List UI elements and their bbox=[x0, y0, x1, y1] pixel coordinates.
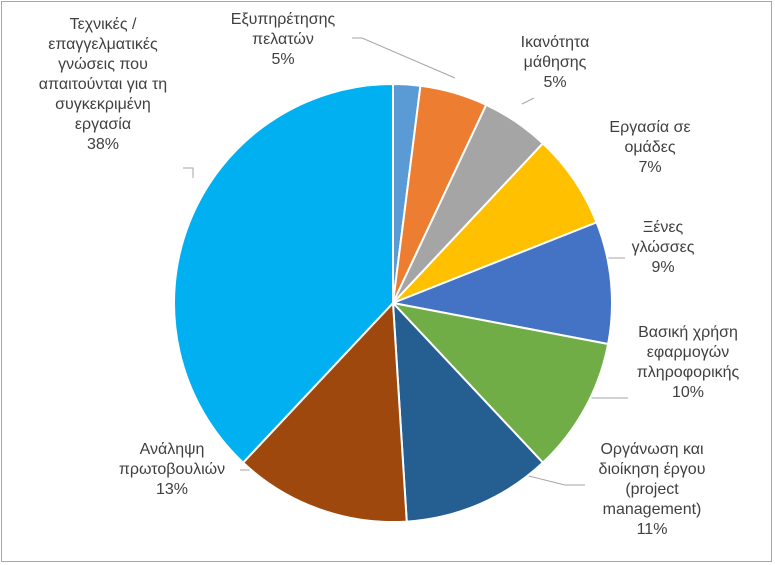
leader-line bbox=[521, 97, 535, 105]
pie-slice bbox=[173, 82, 394, 465]
category-label: Οργάνωση και διοίκηση έργου (project man… bbox=[598, 441, 706, 518]
category-label: Ξένες γλώσσες bbox=[631, 219, 695, 256]
leader-line bbox=[183, 167, 194, 178]
pie-slice bbox=[389, 221, 613, 346]
category-label: Ανάληψη πρωτοβουλιών bbox=[118, 441, 226, 478]
value-label: 11% bbox=[636, 521, 668, 538]
data-label: Ξένες γλώσσες 9% bbox=[618, 218, 708, 278]
data-label: Τεχνικές / επαγγελματικές γνώσεις που απ… bbox=[33, 15, 173, 155]
value-label: 7% bbox=[638, 159, 662, 176]
data-label: Εξυπηρέτησης πελατών 5% bbox=[229, 10, 337, 70]
value-label: 38% bbox=[86, 136, 120, 153]
leader-line bbox=[352, 37, 456, 79]
category-label: Εξυπηρέτησης πελατών bbox=[230, 11, 336, 48]
data-label: Εργασία σε ομάδες 7% bbox=[595, 118, 705, 178]
value-label: 9% bbox=[651, 259, 675, 276]
data-label: Οργάνωση και διοίκηση έργου (project man… bbox=[577, 440, 727, 540]
data-label: Ικανότητα μάθησης 5% bbox=[505, 33, 605, 93]
value-label: 5% bbox=[543, 74, 567, 91]
data-label: Βασική χρήση εφαρμογών πληροφορικής 10% bbox=[613, 323, 763, 403]
category-label: Εργασία σε ομάδες bbox=[609, 119, 691, 156]
pie-slice bbox=[241, 300, 408, 523]
category-label: Ικανότητα μάθησης bbox=[520, 34, 590, 71]
value-label: 5% bbox=[271, 51, 295, 68]
pie-slice bbox=[390, 301, 610, 465]
data-label: Ανάληψη πρωτοβουλιών 13% bbox=[97, 440, 247, 500]
category-label: Βασική χρήση εφαρμογών πληροφορικής bbox=[636, 324, 740, 381]
value-label: 13% bbox=[155, 481, 189, 498]
pie-slice bbox=[391, 300, 545, 523]
category-label: Τεχνικές / επαγγελματικές γνώσεις που απ… bbox=[38, 16, 168, 133]
value-label: 10% bbox=[671, 384, 705, 401]
